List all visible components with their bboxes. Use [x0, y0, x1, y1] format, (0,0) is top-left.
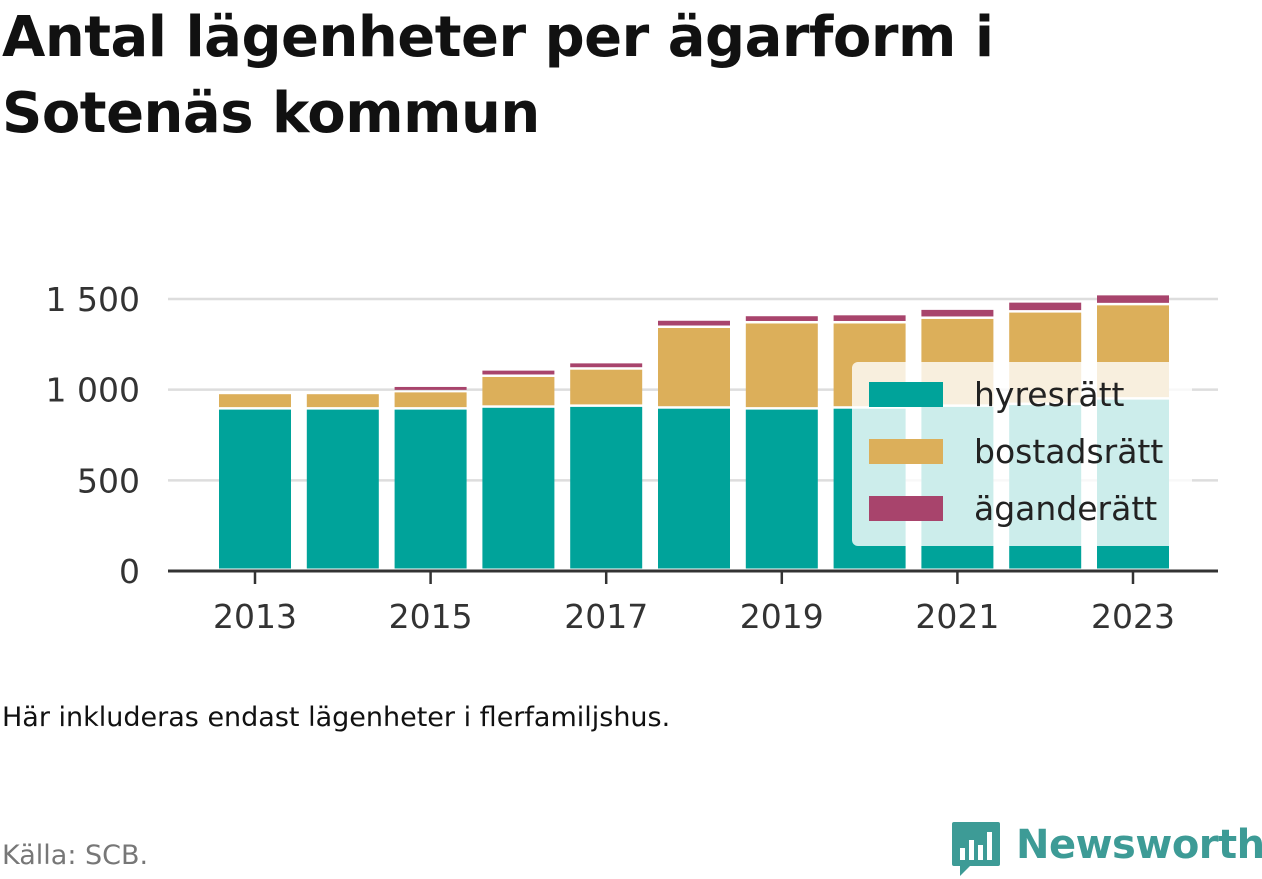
x-tick-label: 2013 [213, 597, 297, 636]
bar-segment [745, 409, 818, 569]
bar-segment [219, 394, 291, 408]
bar-segment [482, 407, 555, 569]
bar-segment [1009, 302, 1082, 311]
bar-segment [306, 394, 379, 408]
x-tick-label: 2019 [740, 597, 824, 636]
bar-segment [745, 316, 818, 321]
bar-segment [570, 363, 643, 368]
bar-segment [833, 315, 906, 321]
legend-swatch [869, 439, 943, 464]
bar-segment [306, 409, 379, 569]
source-credit: Källa: SCB. [2, 840, 149, 871]
bar-segment [394, 386, 467, 390]
y-tick-label: 500 [77, 461, 140, 500]
bar-segment [482, 370, 555, 375]
legend-label: hyresrätt [974, 375, 1125, 414]
bar-segment [745, 323, 818, 408]
bar-segment [482, 376, 555, 406]
bar-segment [570, 369, 643, 405]
y-tick-label: 1 500 [46, 280, 140, 319]
brand-name: Newsworthy [1016, 822, 1262, 868]
x-tick-label: 2023 [1091, 597, 1175, 636]
newsworthy-logo-icon [952, 822, 1000, 876]
legend-swatch [869, 382, 943, 407]
legend-label: bostadsrätt [974, 432, 1163, 471]
y-tick-label: 1 000 [46, 371, 140, 410]
bar-segment [570, 406, 643, 569]
y-axis-tick-labels: 0 500 1 000 1 500 [46, 280, 140, 591]
y-tick-label: 0 [119, 552, 140, 591]
chart-note: Här inkluderas endast lägenheter i flerf… [2, 702, 671, 733]
x-tick-label: 2021 [915, 597, 999, 636]
bar-segment [394, 409, 467, 569]
x-axis-ticks: 2013 2015 2017 2019 2021 2023 [213, 571, 1175, 636]
bar-segment [658, 320, 730, 326]
legend-swatch [869, 496, 943, 521]
bar-segment [394, 392, 467, 408]
bar-segment [1097, 295, 1169, 303]
x-tick-label: 2017 [564, 597, 648, 636]
bar-segment [219, 409, 291, 569]
chart-title: Antal lägenheter per ägarform i Sotenäs … [2, 5, 994, 146]
x-tick-label: 2015 [389, 597, 473, 636]
legend: hyresrätt bostadsrätt äganderätt [852, 362, 1192, 546]
bar-segment [658, 408, 730, 569]
bar-segment [658, 328, 730, 407]
brand-logo: Newsworthy [950, 818, 1262, 878]
bar-segment [921, 309, 994, 317]
legend-label: äganderätt [974, 489, 1157, 528]
